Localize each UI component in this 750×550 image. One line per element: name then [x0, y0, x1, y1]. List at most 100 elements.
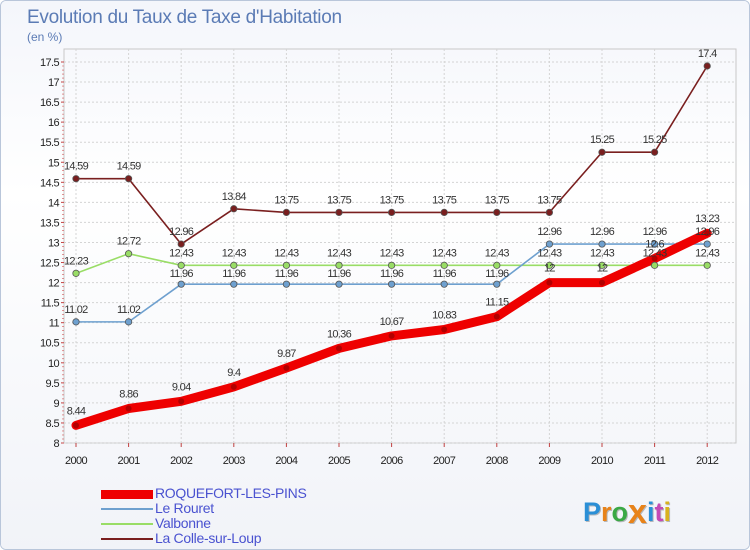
data-label: 12.72	[117, 236, 142, 248]
data-label: 13.75	[274, 194, 299, 206]
data-point-3	[704, 230, 711, 237]
data-point-3	[546, 279, 553, 286]
data-point-3	[230, 383, 237, 390]
y-tick-label: 14.5	[40, 177, 59, 189]
data-label: 12.96	[643, 226, 668, 238]
y-tick-label: 11	[49, 318, 60, 330]
logo-letter: x	[628, 493, 647, 531]
y-tick-label: 16.5	[40, 97, 59, 109]
data-label: 14.59	[117, 161, 142, 173]
data-label: 11.96	[485, 268, 509, 280]
y-tick-label: 11.5	[41, 298, 60, 310]
y-tick-label: 14	[48, 197, 60, 209]
data-point-3	[441, 326, 448, 333]
data-label: 12.43	[537, 247, 562, 259]
x-tick-label: 2006	[381, 455, 404, 467]
data-point-2	[703, 240, 711, 248]
data-point-0	[177, 240, 185, 248]
y-tick-label: 12	[48, 278, 60, 290]
data-point-2	[545, 240, 554, 248]
data-label: 10.67	[380, 316, 405, 328]
data-point-1	[703, 261, 711, 269]
data-point-3	[125, 405, 132, 412]
data-point-0	[703, 62, 711, 70]
data-label: 12.96	[695, 226, 720, 238]
data-point-1	[335, 261, 343, 269]
data-label: 11.96	[275, 268, 299, 280]
data-label: 14.59	[64, 161, 89, 173]
data-label: 13.75	[537, 194, 562, 206]
data-point-2	[282, 280, 290, 288]
data-point-0	[387, 208, 396, 216]
data-point-2	[230, 280, 238, 288]
data-label: 12.96	[590, 226, 615, 238]
data-point-0	[282, 208, 290, 216]
y-tick-label: 17	[48, 77, 60, 89]
y-tick-label: 8	[53, 438, 59, 450]
data-label: 10.83	[432, 310, 457, 322]
data-label: 12.96	[169, 226, 194, 238]
legend-swatch	[101, 489, 153, 499]
y-tick-label: 10.5	[40, 338, 59, 350]
data-point-3	[178, 398, 185, 405]
data-point-0	[125, 175, 133, 183]
x-tick-label: 2012	[696, 455, 719, 467]
data-point-1	[493, 261, 501, 269]
x-tick-label: 2010	[591, 455, 614, 467]
y-tick-label: 10	[48, 358, 60, 370]
data-point-3	[336, 345, 342, 352]
data-label: 13.75	[380, 194, 405, 206]
data-label: 15.25	[590, 134, 615, 146]
data-point-2	[650, 240, 659, 248]
data-point-2	[335, 280, 343, 288]
data-point-2	[177, 280, 185, 288]
data-label: 13.23	[695, 213, 720, 225]
data-label: 11.96	[380, 268, 404, 280]
data-point-2	[387, 280, 396, 288]
data-label: 15.25	[643, 134, 668, 146]
data-point-0	[598, 148, 606, 156]
legend-swatch	[101, 508, 153, 510]
data-label: 11.96	[170, 268, 194, 280]
plot-area	[63, 48, 737, 444]
y-tick-label: 13	[48, 237, 60, 249]
y-tick-label: 15	[48, 157, 60, 169]
data-point-1	[230, 261, 238, 269]
legend-swatch	[101, 523, 153, 525]
data-label: 12.43	[327, 247, 352, 259]
data-point-3	[283, 365, 290, 372]
y-tick-label: 9.5	[46, 378, 60, 390]
x-tick-label: 2000	[65, 455, 88, 467]
data-label: 10.36	[327, 328, 352, 340]
data-point-1	[598, 261, 606, 269]
data-label: 12.43	[590, 247, 615, 259]
x-tick-label: 2002	[170, 455, 193, 467]
data-point-3	[493, 313, 500, 320]
data-point-2	[493, 280, 501, 288]
data-point-0	[335, 208, 343, 216]
data-point-3	[388, 332, 395, 339]
data-point-0	[72, 175, 80, 183]
legend-label: La Colle-sur-Loup	[155, 530, 262, 546]
data-label: 12.96	[537, 226, 562, 238]
x-tick-label: 2003	[223, 455, 246, 467]
x-tick-label: 2004	[275, 455, 298, 467]
data-label: 12.23	[64, 255, 89, 267]
data-label: 11.96	[433, 268, 457, 280]
x-tick-label: 2009	[538, 455, 561, 467]
data-point-3	[599, 279, 605, 286]
data-point-0	[650, 148, 659, 156]
data-label: 12.43	[169, 247, 194, 259]
data-point-1	[72, 269, 80, 277]
y-axis-unit-label: (en %)	[27, 30, 63, 44]
data-point-1	[545, 261, 554, 269]
data-label: 12.43	[432, 247, 457, 259]
data-point-2	[598, 240, 606, 248]
data-label: 17.4	[698, 48, 717, 60]
data-label: 13.75	[327, 194, 352, 206]
data-point-1	[387, 261, 396, 269]
data-label: 8.44	[67, 405, 86, 417]
data-label: 13.75	[485, 194, 510, 206]
